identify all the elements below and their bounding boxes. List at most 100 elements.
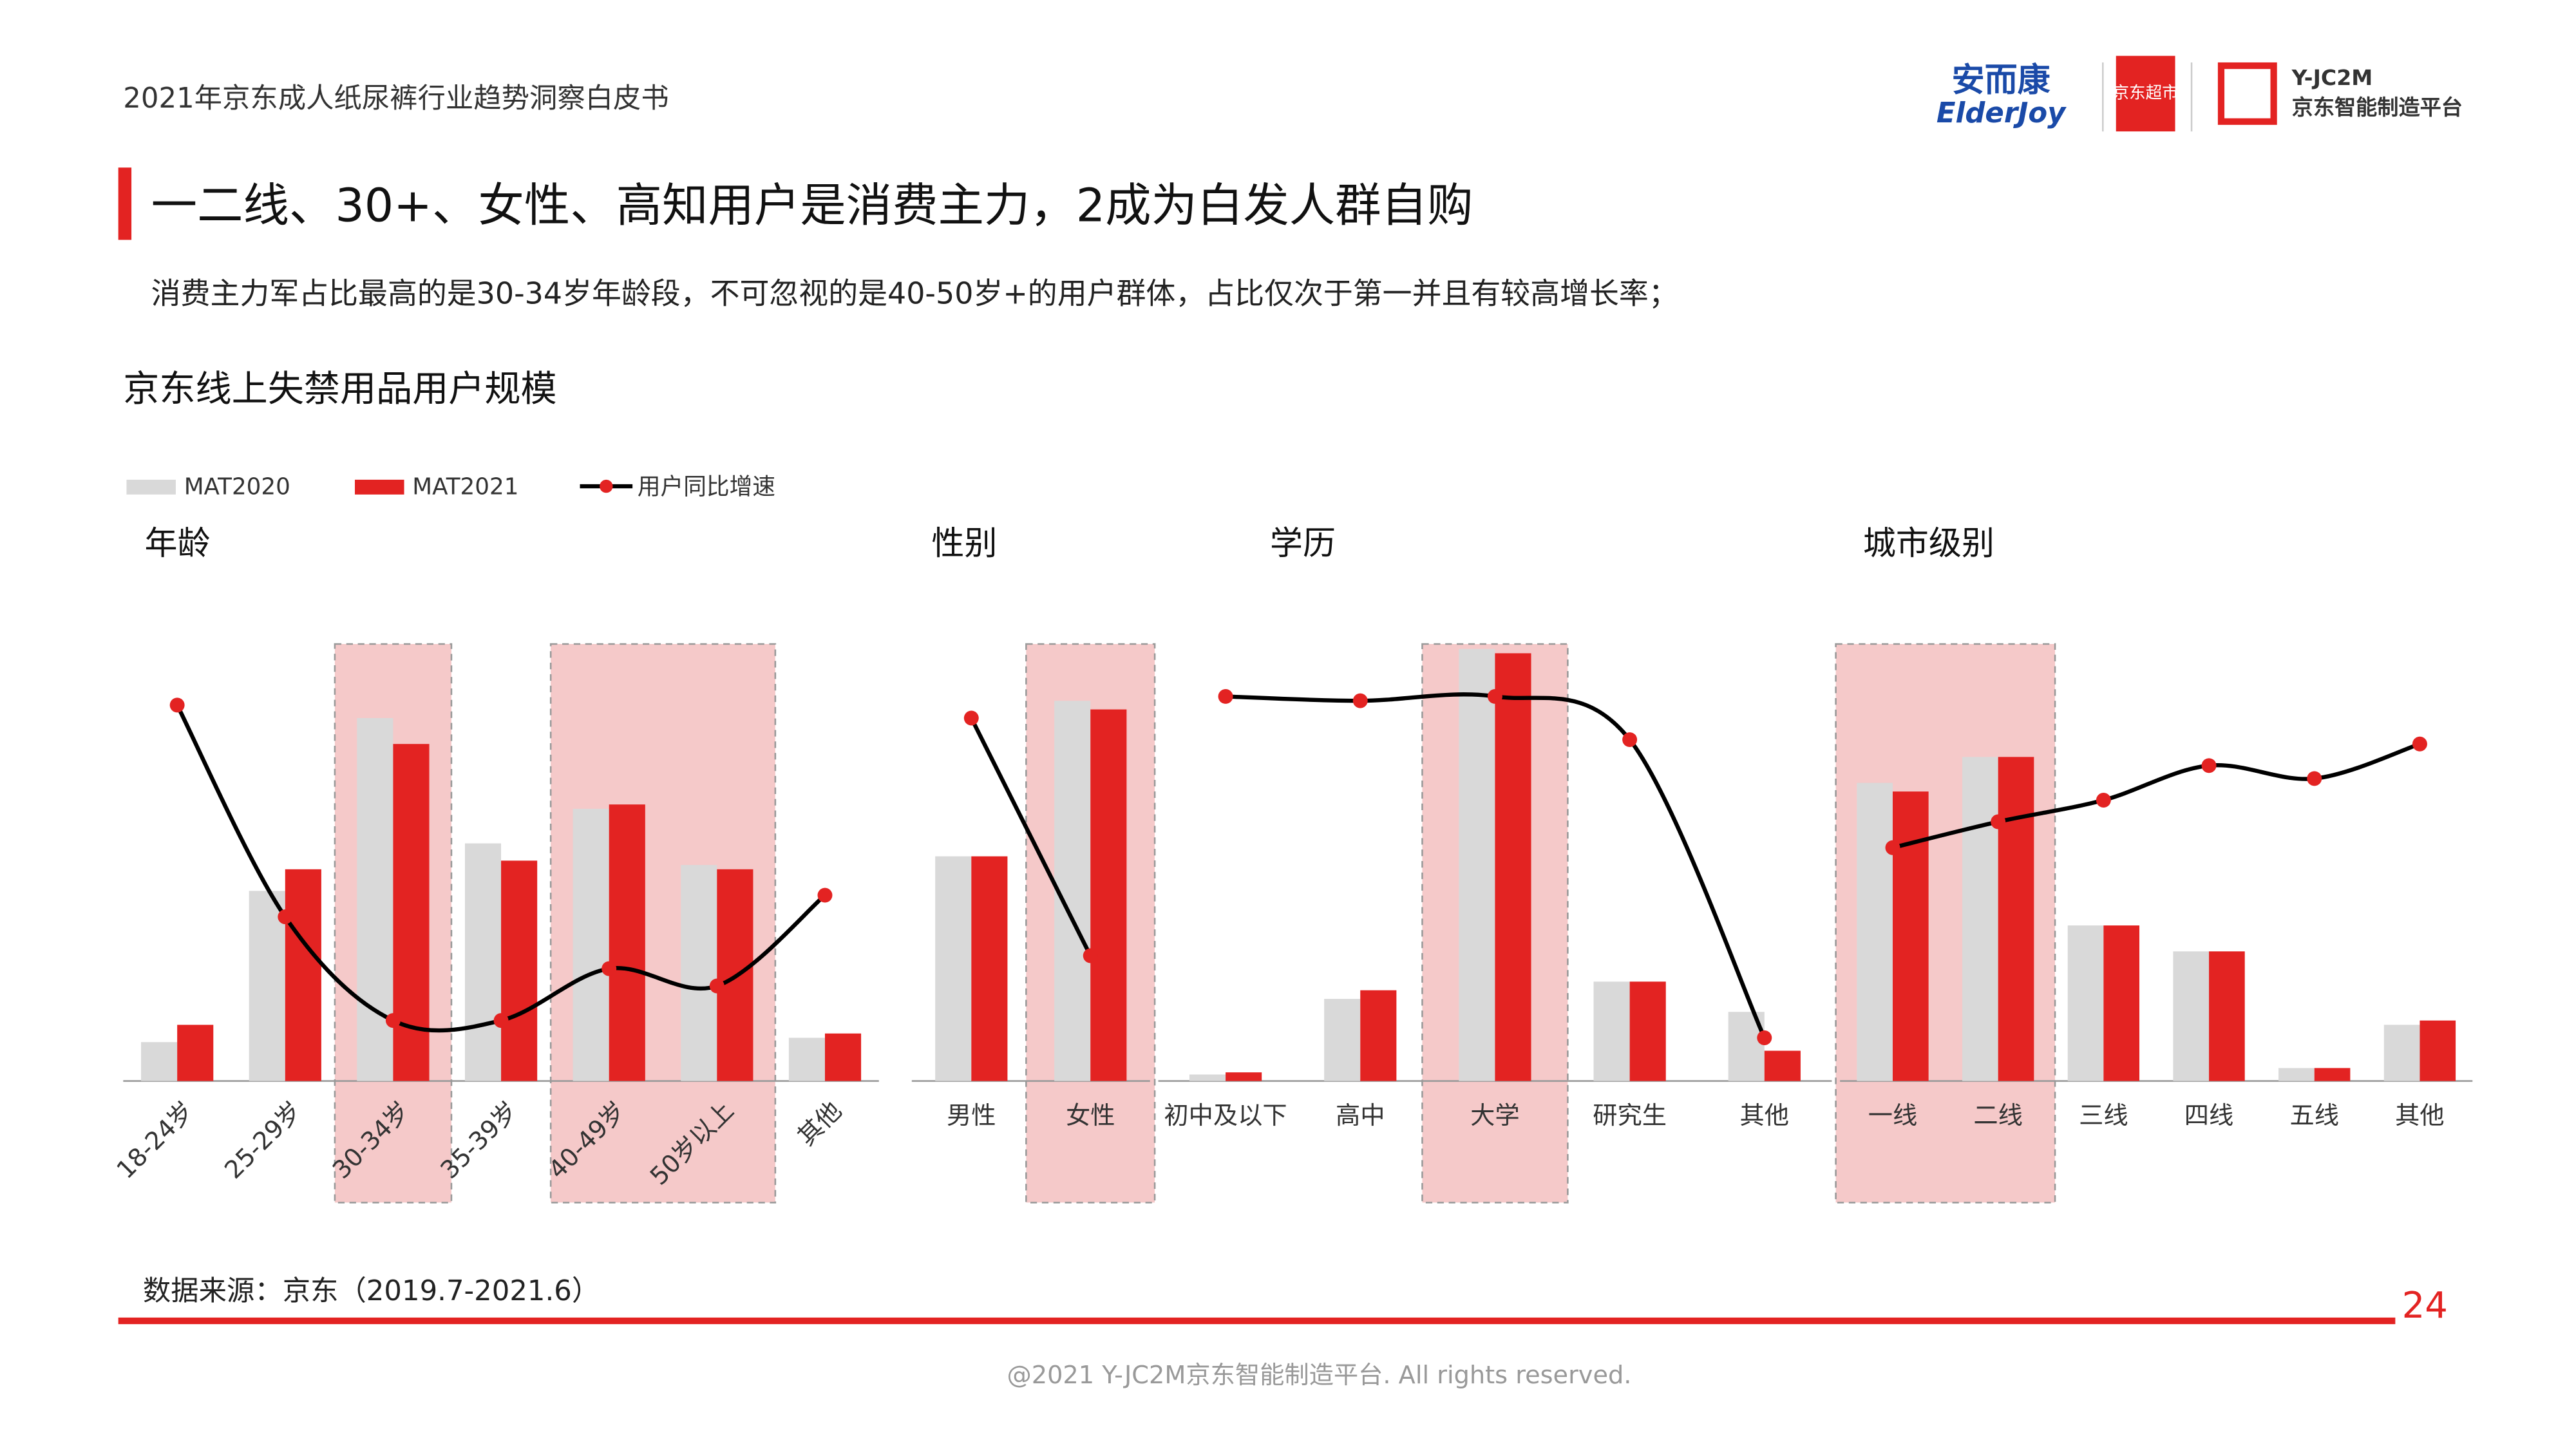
x-tick-label: 大学: [1470, 1101, 1519, 1130]
growth-dot: [1218, 688, 1233, 704]
x-tick-label: 研究生: [1593, 1101, 1667, 1130]
logo: 京东超市: [2113, 83, 2179, 102]
bar: [824, 1033, 862, 1081]
x-tick-label: 一线: [1868, 1101, 1918, 1130]
growth-dot: [1083, 948, 1098, 963]
growth-dot: [2201, 758, 2217, 773]
bar: [1892, 791, 1929, 1081]
x-tick-label: 其他: [792, 1096, 848, 1151]
legend-label: MAT2020: [184, 474, 290, 500]
source: 数据来源：京东（2019.7-2021.6）: [143, 1275, 600, 1307]
bar: [2383, 1025, 2420, 1081]
growth-dot: [2096, 792, 2111, 808]
bar: [1764, 1050, 1801, 1081]
growth-dot: [278, 909, 293, 925]
logo: Y-JC2M: [2291, 65, 2373, 90]
legend-dot: [600, 479, 613, 493]
report-title: 2021年京东成人纸尿裤行业趋势洞察白皮书: [123, 82, 668, 115]
bar: [935, 856, 972, 1081]
x-tick-label: 女性: [1066, 1101, 1115, 1130]
legend-swatch: [126, 479, 176, 495]
logo: 安而康: [1952, 62, 2050, 100]
title-accent: [118, 167, 132, 240]
chart-title: 年龄: [144, 525, 210, 563]
bar: [285, 869, 321, 1081]
growth-dot: [1885, 840, 1900, 855]
x-tick-label: 其他: [1740, 1101, 1790, 1130]
bar: [501, 860, 538, 1081]
bar: [2278, 1068, 2315, 1081]
bar: [1360, 990, 1397, 1081]
bar: [177, 1025, 214, 1081]
legend-swatch: [355, 479, 404, 495]
bar: [971, 856, 1008, 1081]
bar: [1998, 757, 2034, 1081]
growth-dot: [709, 978, 724, 994]
bar: [1054, 701, 1091, 1081]
growth-dot: [493, 1013, 509, 1028]
bar: [141, 1042, 178, 1081]
logo-mark: [2217, 62, 2277, 125]
growth-dot: [1487, 688, 1502, 704]
x-tick-label: 初中及以下: [1164, 1101, 1287, 1130]
growth-line: [1225, 692, 1766, 1039]
bar: [249, 891, 285, 1081]
x-tick-label: 二线: [1973, 1101, 2023, 1130]
growth-dot: [963, 710, 979, 726]
bar: [573, 808, 609, 1081]
growth-line: [1892, 742, 2421, 850]
bar: [2173, 951, 2210, 1081]
x-tick-label: 18-24岁: [111, 1096, 200, 1184]
bar: [2314, 1068, 2351, 1081]
chart-title: 城市级别: [1863, 525, 1994, 563]
growth-dot: [385, 1013, 401, 1028]
bar: [2103, 925, 2140, 1081]
chart-title: 学历: [1270, 525, 1336, 563]
bar: [357, 718, 393, 1081]
bar: [2067, 925, 2104, 1081]
logo: 京东智能制造平台: [2292, 95, 2463, 120]
subtitle: 消费主力军占比最高的是30-34岁年龄段，不可忽视的是40-50岁+的用户群体，…: [151, 276, 1678, 311]
growth-dot: [817, 887, 833, 903]
x-tick-label: 四线: [2184, 1101, 2234, 1130]
legend-label: 用户同比增速: [638, 474, 775, 500]
bar: [1090, 709, 1127, 1081]
logo-box: [2116, 55, 2175, 132]
bar: [1857, 782, 1893, 1081]
bar: [681, 865, 717, 1081]
growth-dot: [601, 961, 617, 976]
growth-dot: [2412, 736, 2427, 752]
x-tick-label: 五线: [2290, 1101, 2340, 1130]
bar: [1226, 1072, 1262, 1081]
copyright: @2021 Y-JC2M京东智能制造平台. All rights reserve…: [1007, 1361, 1632, 1390]
bar: [464, 843, 502, 1081]
growth-line: [969, 717, 1093, 957]
bar: [788, 1037, 825, 1081]
slide-title: 一二线、30+、女性、高知用户是消费主力，2成为白发人群自购: [151, 179, 1473, 232]
growth-dot: [1622, 732, 1638, 748]
bar: [1962, 757, 1998, 1081]
bar: [1189, 1074, 1226, 1081]
bar: [1495, 653, 1531, 1081]
x-tick-label: 三线: [2079, 1101, 2128, 1130]
bar: [609, 804, 645, 1081]
bar: [1459, 649, 1495, 1081]
legend-label: MAT2021: [412, 474, 518, 500]
chart-title: 性别: [931, 525, 997, 563]
bar: [2209, 951, 2245, 1081]
x-tick-label: 男性: [947, 1101, 996, 1130]
x-tick-label: 25-29岁: [219, 1096, 307, 1184]
bar: [2420, 1020, 2456, 1081]
logo: ElderJoy: [1937, 97, 2067, 129]
growth-dot: [169, 697, 185, 713]
section-title: 京东线上失禁用品用户规模: [123, 368, 556, 410]
bar: [1629, 981, 1666, 1081]
x-tick-label: 高中: [1336, 1101, 1385, 1130]
growth-dot: [1352, 693, 1368, 708]
bar: [1324, 999, 1361, 1081]
bar: [1593, 981, 1630, 1081]
growth-dot: [1991, 814, 2006, 829]
growth-dot: [1757, 1030, 1772, 1045]
